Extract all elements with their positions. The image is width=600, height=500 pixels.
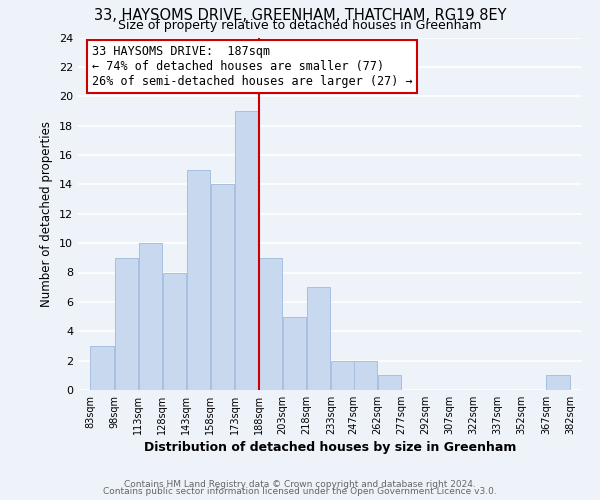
Bar xyxy=(235,111,258,390)
Bar xyxy=(163,272,186,390)
Text: Size of property relative to detached houses in Greenham: Size of property relative to detached ho… xyxy=(118,18,482,32)
Bar xyxy=(259,258,282,390)
Bar xyxy=(91,346,114,390)
Bar xyxy=(378,376,401,390)
Text: Contains public sector information licensed under the Open Government Licence v3: Contains public sector information licen… xyxy=(103,488,497,496)
X-axis label: Distribution of detached houses by size in Greenham: Distribution of detached houses by size … xyxy=(144,442,516,454)
Bar xyxy=(331,360,355,390)
Bar xyxy=(546,376,569,390)
Bar xyxy=(115,258,138,390)
Bar xyxy=(211,184,234,390)
Bar xyxy=(283,316,307,390)
Bar xyxy=(139,243,162,390)
Text: 33, HAYSOMS DRIVE, GREENHAM, THATCHAM, RG19 8EY: 33, HAYSOMS DRIVE, GREENHAM, THATCHAM, R… xyxy=(94,8,506,22)
Bar xyxy=(353,360,377,390)
Bar xyxy=(187,170,210,390)
Bar xyxy=(307,287,331,390)
Y-axis label: Number of detached properties: Number of detached properties xyxy=(40,120,53,306)
Text: Contains HM Land Registry data © Crown copyright and database right 2024.: Contains HM Land Registry data © Crown c… xyxy=(124,480,476,489)
Text: 33 HAYSOMS DRIVE:  187sqm
← 74% of detached houses are smaller (77)
26% of semi-: 33 HAYSOMS DRIVE: 187sqm ← 74% of detach… xyxy=(92,45,412,88)
